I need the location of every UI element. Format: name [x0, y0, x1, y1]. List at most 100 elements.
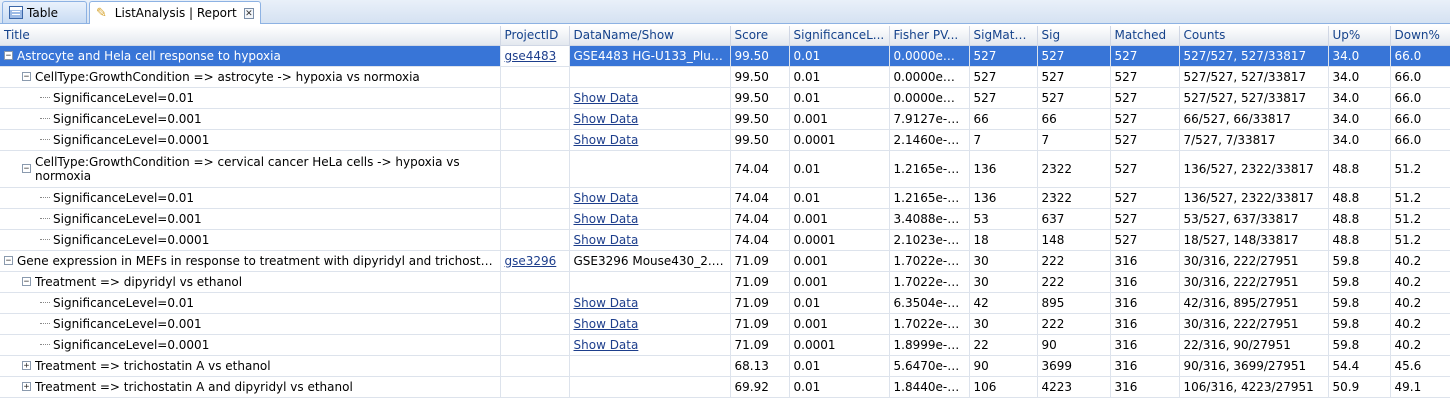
down-percent-cell: 49.1: [1390, 376, 1450, 398]
project-id-cell: [500, 292, 570, 314]
score-cell: 71.09: [730, 271, 790, 293]
sig-matched-cell: 42: [969, 292, 1038, 314]
project-link[interactable]: gse4483: [504, 48, 557, 63]
up-percent-cell: 54.4: [1328, 355, 1391, 377]
expand-icon[interactable]: +: [22, 382, 31, 392]
row-title: Treatment => dipyridyl vs ethanol: [35, 274, 243, 289]
table-row[interactable]: SignificanceLevel=0.001 Show Data 99.50 0.0…: [0, 108, 1450, 130]
fisher-pvalue-cell: 5.6470e-013: [889, 355, 970, 377]
show-data-link[interactable]: Show Data: [573, 337, 639, 352]
sig-cell: 527: [1037, 87, 1111, 109]
significance-level-cell: 0.001: [789, 208, 890, 230]
title-cell: SignificanceLevel=0.001: [0, 313, 501, 335]
significance-level-cell: 0.0001: [789, 229, 890, 251]
data-name-cell: Show Data: [569, 292, 731, 314]
collapse-icon[interactable]: −: [22, 277, 31, 287]
show-data-link[interactable]: Show Data: [573, 132, 639, 147]
table-row[interactable]: − CellType:GrowthCondition => astrocyte -…: [0, 66, 1450, 88]
sig-cell: 3699: [1037, 355, 1111, 377]
column-header[interactable]: SigMatc...: [969, 26, 1038, 46]
column-header[interactable]: Down%: [1390, 26, 1450, 46]
up-percent-cell: 59.8: [1328, 271, 1391, 293]
table-body: − Astrocyte and Hela cell response to hyp…: [0, 45, 1450, 398]
sig-matched-cell: 30: [969, 250, 1038, 272]
table-row[interactable]: SignificanceLevel=0.01 Show Data 71.09 0.01…: [0, 292, 1450, 314]
data-name-cell: [569, 150, 731, 188]
table-row[interactable]: + Treatment => trichostatin A vs ethanol 6…: [0, 355, 1450, 377]
table-row[interactable]: SignificanceLevel=0.0001 Show Data 74.04 0.…: [0, 229, 1450, 251]
counts-cell: 30/316, 222/27951: [1179, 250, 1329, 272]
data-name-cell: [569, 66, 731, 88]
fisher-pvalue-cell: 1.7022e-023: [889, 271, 970, 293]
show-data-link[interactable]: Show Data: [573, 316, 639, 331]
table-row[interactable]: SignificanceLevel=0.0001 Show Data 99.50 0.…: [0, 129, 1450, 151]
tab-list-analysis-report[interactable]: ✎ ListAnalysis | Report ✕: [89, 1, 261, 24]
column-header[interactable]: Counts: [1179, 26, 1329, 46]
column-header[interactable]: Fisher PV...: [889, 26, 970, 46]
down-percent-cell: 66.0: [1390, 45, 1450, 67]
collapse-icon[interactable]: −: [22, 164, 31, 174]
collapse-icon[interactable]: −: [4, 256, 13, 266]
project-link[interactable]: gse3296: [504, 253, 557, 268]
show-data-link[interactable]: Show Data: [573, 111, 639, 126]
down-percent-cell: 51.2: [1390, 187, 1450, 209]
expand-icon[interactable]: +: [22, 361, 31, 371]
significance-level-cell: 0.001: [789, 271, 890, 293]
project-id-cell: [500, 187, 570, 209]
column-header[interactable]: ProjectID: [500, 26, 570, 46]
table-row[interactable]: SignificanceLevel=0.001 Show Data 71.09 0.0…: [0, 313, 1450, 335]
title-cell: − Gene expression in MEFs in response to …: [0, 250, 501, 272]
table-row[interactable]: SignificanceLevel=0.001 Show Data 74.04 0.0…: [0, 208, 1450, 230]
tree-connector: [40, 239, 50, 240]
column-header[interactable]: Up%: [1328, 26, 1391, 46]
tree-connector: [40, 139, 50, 140]
sig-cell: 66: [1037, 108, 1111, 130]
column-header[interactable]: Matched: [1110, 26, 1180, 46]
table-row[interactable]: SignificanceLevel=0.01 Show Data 74.04 0.01…: [0, 187, 1450, 209]
sig-cell: 527: [1037, 66, 1111, 88]
table-row[interactable]: SignificanceLevel=0.0001 Show Data 71.09 0.…: [0, 334, 1450, 356]
matched-cell: 316: [1110, 250, 1180, 272]
up-percent-cell: 59.8: [1328, 313, 1391, 335]
column-header[interactable]: Sig: [1037, 26, 1111, 46]
tree-connector: [40, 97, 50, 98]
table-row[interactable]: − Astrocyte and Hela cell response to hyp…: [0, 45, 1450, 67]
tree-connector: [40, 197, 50, 198]
table-row[interactable]: + Treatment => trichostatin A and dipyrid…: [0, 376, 1450, 398]
column-header[interactable]: Score: [730, 26, 790, 46]
show-data-link[interactable]: Show Data: [573, 232, 639, 247]
counts-cell: 106/316, 4223/27951: [1179, 376, 1329, 398]
column-header[interactable]: Title: [0, 26, 501, 46]
table-row[interactable]: − Treatment => dipyridyl vs ethanol 71.09 0…: [0, 271, 1450, 293]
report-table: Title ProjectID DataName/Show Score Signific…: [0, 26, 1450, 398]
significance-level-cell: 0.0001: [789, 129, 890, 151]
table-row[interactable]: SignificanceLevel=0.01 Show Data 99.50 0.01…: [0, 87, 1450, 109]
close-icon[interactable]: ✕: [243, 7, 254, 19]
header-row: Title ProjectID DataName/Show Score Signific…: [0, 26, 1450, 46]
row-title: SignificanceLevel=0.001: [53, 111, 202, 126]
score-cell: 68.13: [730, 355, 790, 377]
matched-cell: 527: [1110, 108, 1180, 130]
column-header[interactable]: SignificanceL...: [789, 26, 890, 46]
sig-cell: 90: [1037, 334, 1111, 356]
table-icon: [9, 6, 23, 19]
project-id-cell: [500, 376, 570, 398]
show-data-link[interactable]: Show Data: [573, 211, 639, 226]
tab-table[interactable]: Table: [2, 1, 87, 23]
matched-cell: 527: [1110, 87, 1180, 109]
up-percent-cell: 59.8: [1328, 250, 1391, 272]
matched-cell: 316: [1110, 313, 1180, 335]
show-data-link[interactable]: Show Data: [573, 90, 639, 105]
tab-bar: Table ✎ ListAnalysis | Report ✕: [0, 0, 1450, 24]
table-row[interactable]: − CellType:GrowthCondition => cervical ca…: [0, 150, 1450, 188]
title-cell: SignificanceLevel=0.01: [0, 292, 501, 314]
table-row[interactable]: − Gene expression in MEFs in response to …: [0, 250, 1450, 272]
collapse-icon[interactable]: −: [22, 72, 31, 82]
fisher-pvalue-cell: 1.2165e-042: [889, 150, 970, 188]
collapse-icon[interactable]: −: [4, 51, 13, 61]
column-header[interactable]: DataName/Show: [569, 26, 731, 46]
score-cell: 99.50: [730, 66, 790, 88]
show-data-link[interactable]: Show Data: [573, 190, 639, 205]
data-name-cell: Show Data: [569, 108, 731, 130]
show-data-link[interactable]: Show Data: [573, 295, 639, 310]
